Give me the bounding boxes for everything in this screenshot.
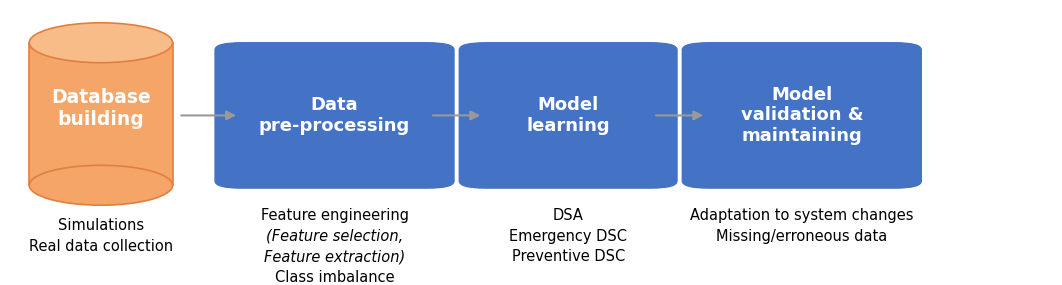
Text: Emergency DSC: Emergency DSC [509,229,628,244]
Text: Adaptation to system changes: Adaptation to system changes [690,208,913,223]
FancyBboxPatch shape [459,43,678,188]
Text: (Feature selection,: (Feature selection, [266,229,404,244]
Text: Simulations: Simulations [57,218,144,233]
Text: Real data collection: Real data collection [29,239,173,254]
Text: Preventive DSC: Preventive DSC [512,249,624,264]
FancyBboxPatch shape [682,43,921,188]
Text: Database
building: Database building [51,88,151,129]
FancyBboxPatch shape [215,43,455,188]
FancyBboxPatch shape [29,43,172,185]
Ellipse shape [29,23,172,63]
Text: Model
learning: Model learning [527,96,610,135]
Text: Missing/erroneous data: Missing/erroneous data [716,229,888,244]
Text: Feature extraction): Feature extraction) [263,249,406,264]
Text: Class imbalance: Class imbalance [275,270,394,285]
Text: Model
validation &
maintaining: Model validation & maintaining [740,86,863,145]
Text: Feature engineering: Feature engineering [260,208,409,223]
Ellipse shape [29,165,172,205]
Text: Data
pre-processing: Data pre-processing [259,96,410,135]
Text: DSA: DSA [552,208,584,223]
